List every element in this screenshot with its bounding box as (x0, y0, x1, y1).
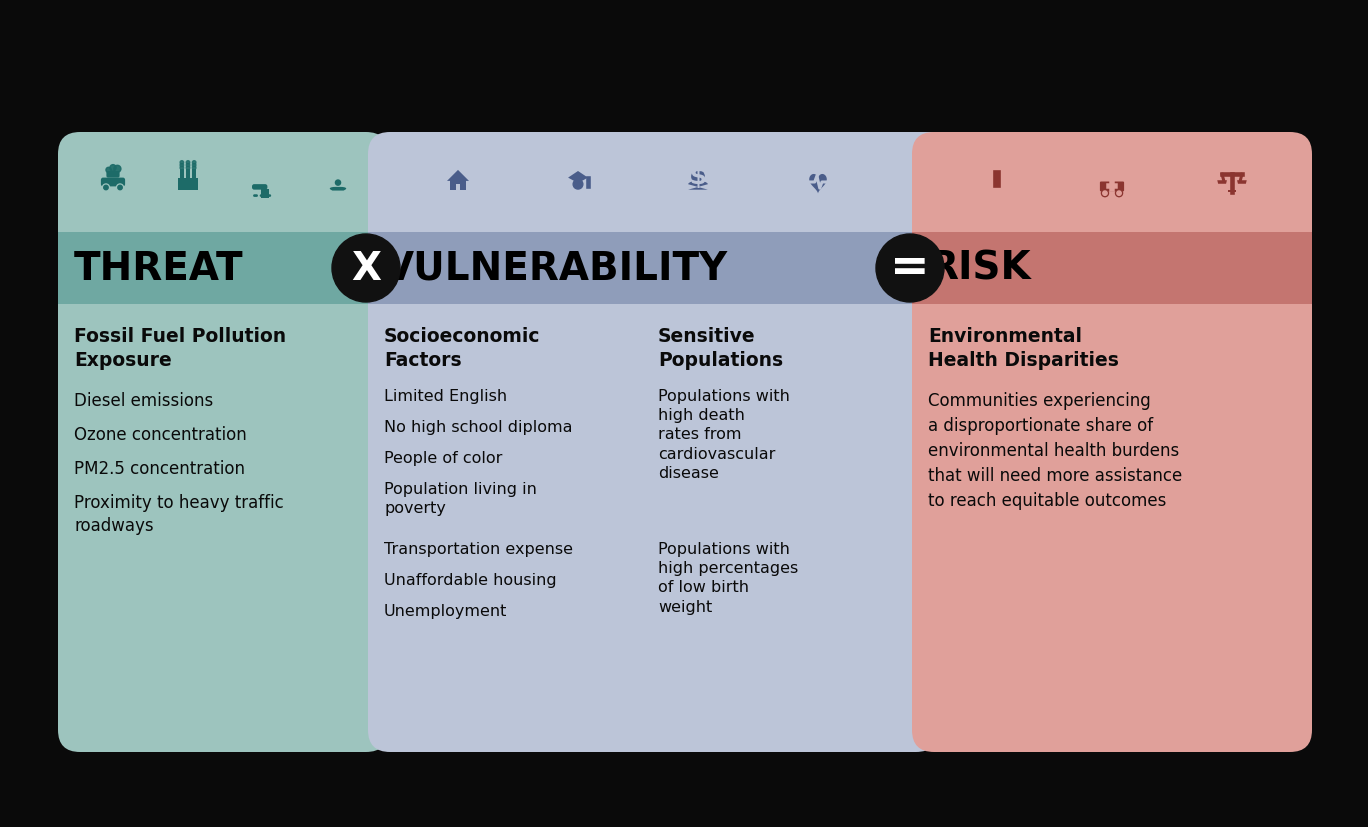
Text: =: = (891, 246, 930, 291)
Polygon shape (568, 172, 588, 184)
Text: Unaffordable housing: Unaffordable housing (384, 572, 557, 587)
FancyBboxPatch shape (101, 179, 124, 187)
Circle shape (332, 235, 399, 303)
Circle shape (118, 186, 122, 190)
Polygon shape (368, 232, 978, 304)
Circle shape (193, 161, 196, 165)
Circle shape (1115, 190, 1123, 198)
Text: Fossil Fuel Pollution
Exposure: Fossil Fuel Pollution Exposure (74, 327, 286, 370)
FancyBboxPatch shape (450, 181, 466, 191)
Text: Sensitive
Populations: Sensitive Populations (658, 327, 782, 370)
Text: Populations with
high death
rates from
cardiovascular
disease: Populations with high death rates from c… (658, 389, 789, 480)
Text: RISK: RISK (928, 250, 1030, 288)
FancyBboxPatch shape (912, 232, 1312, 304)
Polygon shape (1001, 179, 1007, 187)
Circle shape (105, 168, 111, 174)
Text: X: X (352, 250, 382, 288)
Polygon shape (917, 133, 978, 232)
FancyBboxPatch shape (57, 133, 389, 752)
FancyBboxPatch shape (107, 172, 119, 179)
FancyBboxPatch shape (261, 190, 268, 198)
Circle shape (186, 161, 190, 165)
Circle shape (1116, 192, 1122, 196)
Circle shape (193, 164, 196, 168)
Circle shape (1101, 190, 1108, 198)
FancyBboxPatch shape (252, 185, 267, 190)
FancyBboxPatch shape (57, 232, 389, 304)
Circle shape (114, 166, 120, 173)
FancyBboxPatch shape (181, 170, 183, 179)
Polygon shape (1218, 181, 1227, 184)
Text: $: $ (689, 165, 706, 189)
Text: VULNERABILITY: VULNERABILITY (384, 250, 728, 288)
Circle shape (186, 164, 190, 168)
FancyBboxPatch shape (1100, 182, 1124, 192)
Polygon shape (1237, 181, 1246, 184)
Text: Populations with
high percentages
of low birth
weight: Populations with high percentages of low… (658, 542, 799, 614)
FancyBboxPatch shape (368, 133, 938, 752)
Text: Transportation expense: Transportation expense (384, 542, 573, 557)
Text: No high school diploma: No high school diploma (384, 419, 572, 434)
Text: Population living in
poverty: Population living in poverty (384, 481, 536, 515)
Polygon shape (688, 182, 707, 190)
Polygon shape (447, 170, 469, 182)
Circle shape (109, 165, 116, 171)
Circle shape (876, 235, 944, 303)
Text: People of color: People of color (384, 451, 502, 466)
Circle shape (181, 164, 183, 168)
Circle shape (186, 167, 190, 170)
Text: Proximity to heavy traffic
roadways: Proximity to heavy traffic roadways (74, 494, 283, 534)
Circle shape (103, 184, 109, 192)
Polygon shape (330, 188, 346, 191)
Circle shape (692, 171, 705, 184)
Text: THREAT: THREAT (74, 250, 244, 288)
FancyBboxPatch shape (267, 195, 271, 198)
FancyBboxPatch shape (193, 170, 196, 179)
Circle shape (116, 184, 123, 192)
Text: Diesel emissions: Diesel emissions (74, 391, 213, 409)
Text: Unemployment: Unemployment (384, 603, 508, 619)
FancyBboxPatch shape (456, 185, 460, 191)
Text: PM2.5 concentration: PM2.5 concentration (74, 460, 245, 477)
Polygon shape (810, 174, 826, 194)
FancyBboxPatch shape (178, 179, 198, 190)
Text: Ozone concentration: Ozone concentration (74, 425, 246, 443)
Circle shape (573, 180, 583, 190)
Circle shape (104, 186, 108, 190)
Text: Communities experiencing
a disproportionate share of
environmental health burden: Communities experiencing a disproportion… (928, 391, 1182, 509)
FancyBboxPatch shape (186, 170, 190, 179)
Polygon shape (988, 179, 993, 187)
Text: Environmental
Health Disparities: Environmental Health Disparities (928, 327, 1119, 370)
Text: Limited English: Limited English (384, 389, 508, 404)
FancyBboxPatch shape (912, 133, 1312, 752)
FancyBboxPatch shape (253, 195, 259, 198)
FancyBboxPatch shape (260, 195, 264, 198)
Text: Socioeconomic
Factors: Socioeconomic Factors (384, 327, 540, 370)
Circle shape (193, 167, 196, 170)
Circle shape (181, 167, 183, 170)
FancyBboxPatch shape (1228, 190, 1235, 193)
Circle shape (181, 161, 183, 165)
Circle shape (1103, 192, 1107, 196)
Polygon shape (335, 180, 341, 187)
